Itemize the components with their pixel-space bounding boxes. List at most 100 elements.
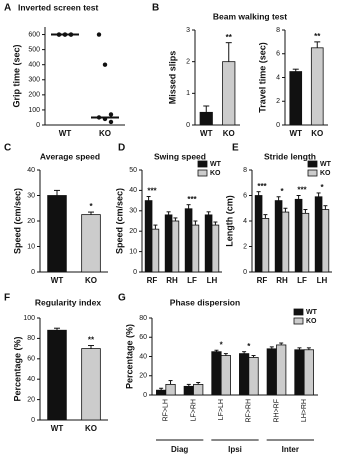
legend-swatch [307, 169, 318, 177]
bar [289, 71, 303, 126]
data-point [108, 112, 114, 117]
y-tick-label: 300 [28, 77, 40, 84]
significance: * [247, 342, 251, 351]
y-tick-label: 600 [28, 31, 40, 38]
y-tick-label: 60 [27, 356, 35, 363]
panel-letter: C [4, 143, 11, 154]
y-tick-label: 0 [31, 417, 35, 424]
x-tick-label: RH [166, 276, 178, 285]
bar [171, 220, 180, 273]
y-tick-label: 20 [27, 396, 35, 403]
significance: * [280, 187, 284, 196]
panel-title: Swing speed [154, 151, 206, 161]
bar [261, 218, 270, 273]
bar [266, 348, 277, 396]
bar [294, 349, 305, 396]
y-tick-label: 100 [23, 315, 35, 322]
x-tick-label: KO [223, 129, 235, 138]
legend-swatch [293, 317, 304, 325]
legend-swatch [293, 308, 304, 316]
x-tick-label: WT [51, 276, 64, 285]
bar [47, 195, 67, 273]
y-tick-label: 40 [129, 187, 137, 194]
legend-swatch [307, 160, 318, 168]
bar [220, 355, 231, 396]
x-tick-label: KO [311, 129, 323, 138]
y-tick-label: 30 [27, 192, 35, 199]
legend-swatch [197, 160, 208, 168]
y-axis-label: Travel time (sec) [257, 42, 267, 113]
data-point [108, 119, 114, 125]
y-tick-label: 0 [276, 122, 280, 129]
x-tick-label: KO [85, 424, 97, 433]
bar [281, 211, 290, 273]
y-axis-label: Percentage (%) [12, 336, 22, 401]
bar [248, 357, 259, 396]
panel-letter: D [118, 143, 125, 154]
y-tick-label: 4 [243, 218, 247, 225]
panel-letter: F [4, 293, 10, 304]
y-tick-label: 200 [28, 92, 40, 99]
y-tick-label: 80 [139, 315, 147, 322]
y-tick-label: 30 [129, 208, 137, 215]
x-tick-label: RH>RF [273, 399, 280, 423]
bar [144, 200, 153, 273]
panel-title: Stride length [264, 151, 316, 161]
y-tick-label: 0 [36, 122, 40, 129]
bar [310, 47, 324, 126]
panel-letter: E [232, 143, 239, 154]
y-tick-label: 500 [28, 46, 40, 53]
legend-swatch [197, 169, 208, 177]
data-point [96, 32, 102, 37]
bar [156, 389, 167, 396]
x-tick-label: WT [59, 129, 72, 138]
legend-label: KO [306, 318, 317, 325]
y-tick-label: 400 [28, 62, 40, 69]
legend-label: KO [320, 170, 331, 177]
y-tick-label: 60 [139, 334, 147, 341]
bar [222, 61, 236, 126]
significance: *** [187, 195, 197, 204]
y-tick-label: 0 [31, 269, 35, 276]
bar [47, 329, 67, 421]
y-axis-label: Grip time (sec) [11, 44, 21, 107]
y-tick-label: 40 [27, 167, 35, 174]
significance: * [89, 202, 93, 211]
panel-letter: G [118, 293, 126, 304]
y-tick-label: 8 [276, 27, 280, 34]
x-tick-label: LF [187, 276, 197, 285]
bar [165, 384, 176, 396]
x-tick-label: KO [99, 129, 111, 138]
y-tick-label: 2 [243, 243, 247, 250]
y-tick-label: 2 [186, 59, 190, 66]
x-tick-label: RF [147, 276, 158, 285]
x-tick-label: LH>RH [301, 399, 308, 422]
y-axis-label: Missed slips [167, 51, 177, 105]
significance: ** [226, 33, 233, 42]
y-tick-label: 100 [28, 107, 40, 114]
bar [274, 200, 283, 273]
x-tick-label: LF>RH [190, 399, 197, 421]
bar [239, 353, 250, 396]
legend-label: WT [306, 309, 318, 316]
legend-label: WT [210, 161, 222, 168]
x-tick-label: RF [257, 276, 268, 285]
panel-title: Inverted screen test [18, 2, 98, 12]
significance: *** [147, 187, 157, 196]
bar [321, 209, 330, 273]
y-tick-label: 10 [27, 243, 35, 250]
bar [164, 214, 173, 273]
x-tick-label: LF [297, 276, 307, 285]
bar [204, 214, 213, 273]
y-tick-label: 40 [139, 353, 147, 360]
bar [314, 196, 323, 273]
panel-title: Regularity index [35, 297, 101, 307]
y-tick-label: 1 [186, 90, 190, 97]
group-label: Inter [282, 445, 299, 454]
group-label: Ipsi [228, 445, 242, 454]
x-tick-label: LH [207, 276, 218, 285]
bar [81, 214, 101, 273]
bar [254, 195, 263, 273]
bar [199, 111, 213, 126]
bar [183, 385, 194, 396]
